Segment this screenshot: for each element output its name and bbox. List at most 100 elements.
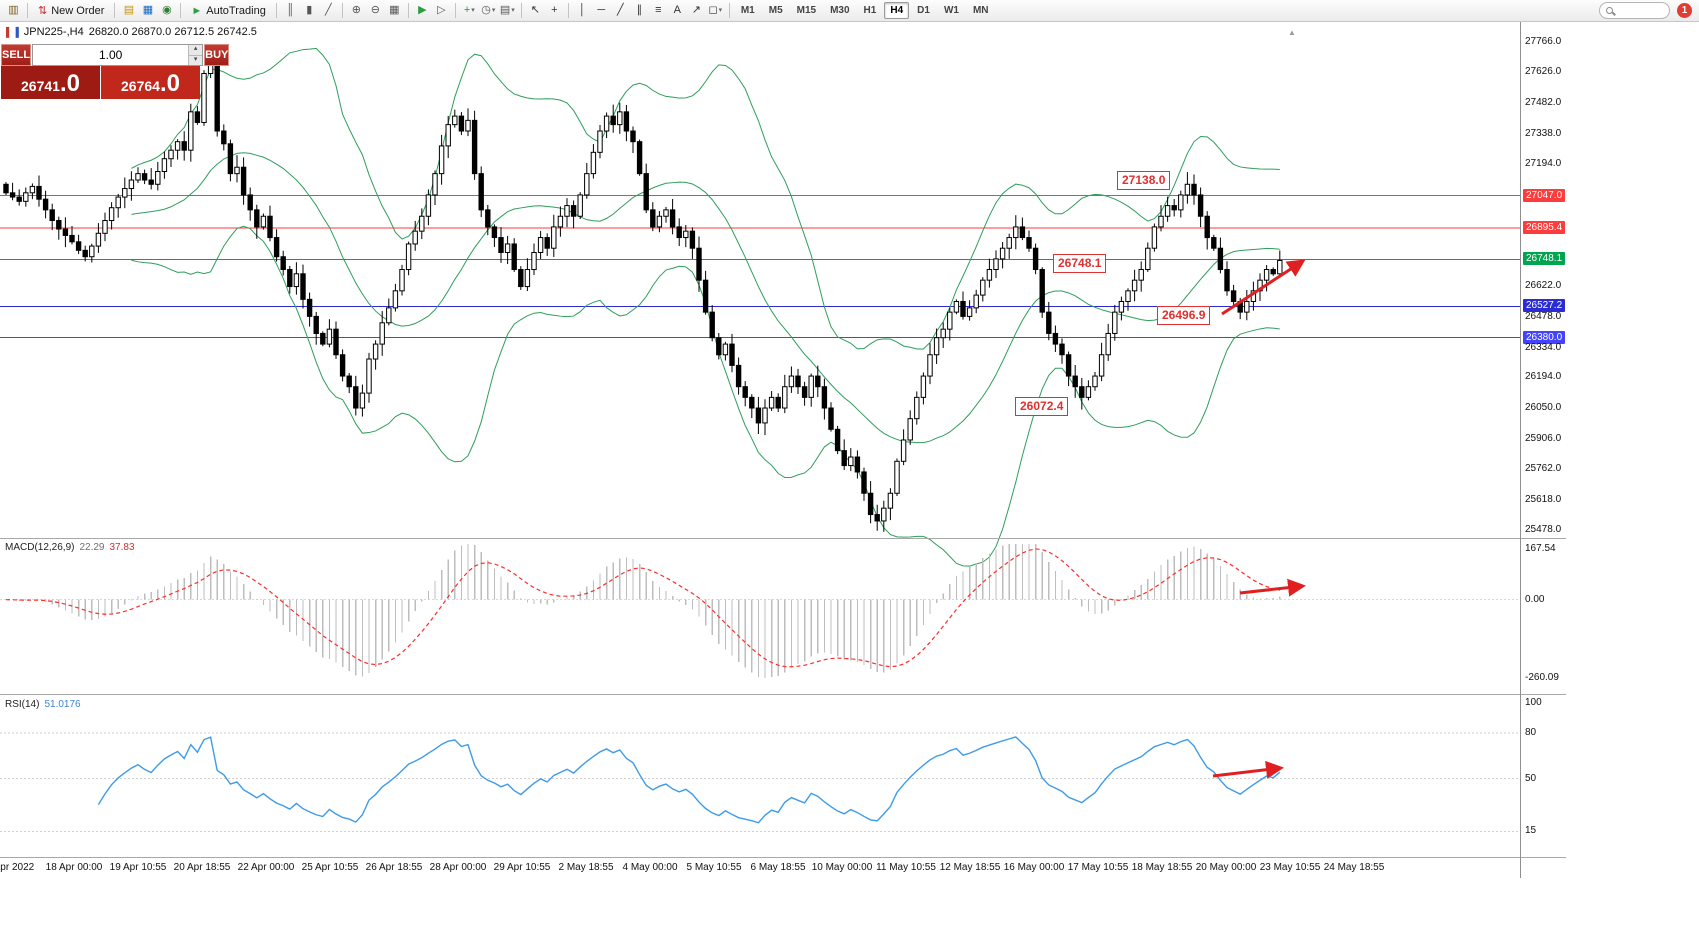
price-axis-tick: 25478.0: [1525, 523, 1562, 535]
time-axis-label: 22 Apr 00:00: [237, 862, 295, 873]
toolbar-separator: [567, 3, 569, 18]
chart-shift-icon[interactable]: ▷: [432, 2, 451, 20]
shapes-icon-dropdown-caret[interactable]: ▾: [718, 7, 723, 14]
text-icon[interactable]: A: [668, 2, 687, 20]
data-window-icon-glyph: ▦: [142, 4, 154, 16]
price-axis-separator: [1520, 22, 1521, 878]
timeframe-w1-button[interactable]: W1: [943, 5, 959, 16]
autotrading-button-label: AutoTrading: [206, 4, 266, 17]
timeframe-m30-button[interactable]: M30: [830, 5, 850, 16]
price-axis-tick: 25762.0: [1525, 463, 1562, 475]
price-chart-canvas[interactable]: [0, 22, 1520, 878]
indicators-icon-dropdown-caret[interactable]: ▾: [471, 7, 475, 14]
toolbar-separator: [114, 3, 116, 18]
arrows-icon[interactable]: ↗: [687, 2, 706, 20]
time-axis-label: 4 May 00:00: [622, 862, 678, 873]
time-axis-label: 28 Apr 00:00: [429, 862, 487, 873]
cursor-icon-glyph: ↖: [530, 4, 540, 16]
vertical-line-icon[interactable]: │: [573, 2, 592, 20]
zoom-in-icon[interactable]: ⊕: [347, 2, 366, 20]
market-watch-icon[interactable]: ▤: [119, 2, 138, 20]
toolbar-separator: [27, 3, 28, 18]
timeframe-h4-button[interactable]: H4: [884, 2, 910, 19]
timeframe-h1-button[interactable]: H1: [863, 5, 877, 16]
time-axis[interactable]: 8 Apr 2022 18 Apr 00:00 19 Apr 10:55 20 Apr…: [0, 859, 1520, 877]
indicators-icon[interactable]: + ▾: [460, 2, 479, 20]
volume-up-button[interactable]: ▴: [188, 45, 203, 56]
candlestick-chart-icon[interactable]: ▮: [300, 2, 319, 20]
volume-input[interactable]: [33, 45, 189, 65]
macd-label: MACD(12,26,9): [5, 542, 75, 553]
main-macd-divider[interactable]: [0, 538, 1566, 539]
vertical-line-icon-glyph: │: [578, 4, 586, 16]
price-axis-line-label: 26895.4: [1523, 220, 1566, 234]
timeframe-m1-button[interactable]: M1: [740, 5, 755, 16]
timeframe-m5-button[interactable]: M5: [768, 5, 783, 16]
bar-chart-icon[interactable]: ║: [281, 2, 300, 20]
horizontal-line-objects[interactable]: [0, 195, 1520, 339]
templates-icon[interactable]: ▤ ▾: [498, 2, 517, 20]
sell-price-button[interactable]: 26741.0: [1, 66, 100, 99]
new-order-button[interactable]: ⇅ New Order: [32, 2, 110, 20]
trend-arrow-objects[interactable]: [1212, 259, 1306, 779]
volume-down-button[interactable]: ▾: [188, 55, 203, 65]
tile-windows-icon[interactable]: ▦: [385, 2, 404, 20]
horizontal-line-icon[interactable]: ─: [592, 2, 611, 20]
shapes-icon[interactable]: ◻ ▾: [706, 2, 725, 20]
time-axis-label: 18 May 18:55: [1131, 862, 1193, 873]
price-axis-tick: 26334.0: [1525, 341, 1562, 353]
zoom-out-icon[interactable]: ⊖: [366, 2, 385, 20]
horizontal-line-icon-glyph: ─: [597, 4, 606, 16]
chart-symbol-icon: ▌▐: [6, 26, 19, 37]
time-axis-label: 19 Apr 10:55: [109, 862, 167, 873]
price-annotation-label[interactable]: 26072.4: [1015, 397, 1069, 416]
time-axis-label: 29 Apr 10:55: [493, 862, 551, 873]
new-chart-icon[interactable]: ▥: [4, 2, 23, 20]
ohlc-values: 26820.0 26870.0 26712.5 26742.5: [88, 26, 257, 38]
toolbar-separator: [728, 3, 730, 18]
crosshair-icon[interactable]: +: [545, 2, 564, 20]
time-axis-label: 25 Apr 10:55: [301, 862, 359, 873]
data-window-icon[interactable]: ▦: [138, 2, 157, 20]
autotrading-button[interactable]: ► AutoTrading: [185, 2, 271, 20]
equidistant-channel-icon[interactable]: ∥: [630, 2, 649, 20]
periods-icon[interactable]: ◷ ▾: [479, 2, 498, 20]
fibonacci-icon[interactable]: ≡: [649, 2, 668, 20]
timeframe-m15-button[interactable]: M15: [796, 5, 817, 16]
chart-shift-marker[interactable]: ▲: [1288, 28, 1296, 37]
periods-icon-glyph: ◷: [481, 4, 491, 16]
rsi-axis-tick: 15: [1525, 825, 1537, 837]
price-axis[interactable]: 27047.0 26895.4 26748.1 26527.2 26380.0 27766…: [1523, 22, 1567, 878]
bar-chart-icon-glyph: ║: [286, 4, 295, 16]
notification-badge[interactable]: 1: [1677, 3, 1692, 18]
time-axis-label: 20 May 00:00: [1195, 862, 1257, 873]
macd-axis-tick: 0.00: [1525, 593, 1545, 605]
market-watch-icon-glyph: ▤: [123, 4, 135, 16]
price-annotation-label[interactable]: 26496.9: [1157, 306, 1211, 325]
terminal-icon[interactable]: ◉: [157, 2, 176, 20]
templates-icon-dropdown-caret[interactable]: ▾: [511, 7, 515, 14]
rsi-axis-tick: 100: [1525, 697, 1542, 708]
trendline-icon[interactable]: ╱: [611, 2, 630, 20]
zoom-out-icon-glyph: ⊖: [370, 4, 380, 16]
rsi-label: RSI(14): [5, 699, 40, 710]
auto-scroll-icon[interactable]: ▶: [413, 2, 432, 20]
templates-icon-glyph: ▤: [499, 4, 511, 16]
periods-icon-dropdown-caret[interactable]: ▾: [491, 7, 496, 14]
price-annotation-label[interactable]: 27138.0: [1117, 171, 1171, 190]
macd-main-value: 22.29: [79, 542, 105, 553]
search-box[interactable]: [1599, 2, 1670, 19]
cursor-icon[interactable]: ↖: [526, 2, 545, 20]
trendline-icon-glyph: ╱: [617, 4, 624, 16]
timeframe-mn-button[interactable]: MN: [972, 5, 989, 16]
buy-price-button[interactable]: 26764.0: [101, 66, 200, 99]
line-chart-icon[interactable]: ╱: [319, 2, 338, 20]
macd-rsi-divider[interactable]: [0, 694, 1566, 695]
new-order-button-label: New Order: [51, 4, 105, 17]
search-input[interactable]: [1617, 4, 1663, 17]
price-annotation-label[interactable]: 26748.1: [1053, 254, 1107, 273]
buy-button[interactable]: BUY: [204, 44, 230, 66]
sell-button[interactable]: SELL: [1, 44, 32, 66]
toolbar-separator: [454, 3, 456, 18]
timeframe-d1-button[interactable]: D1: [917, 5, 930, 16]
